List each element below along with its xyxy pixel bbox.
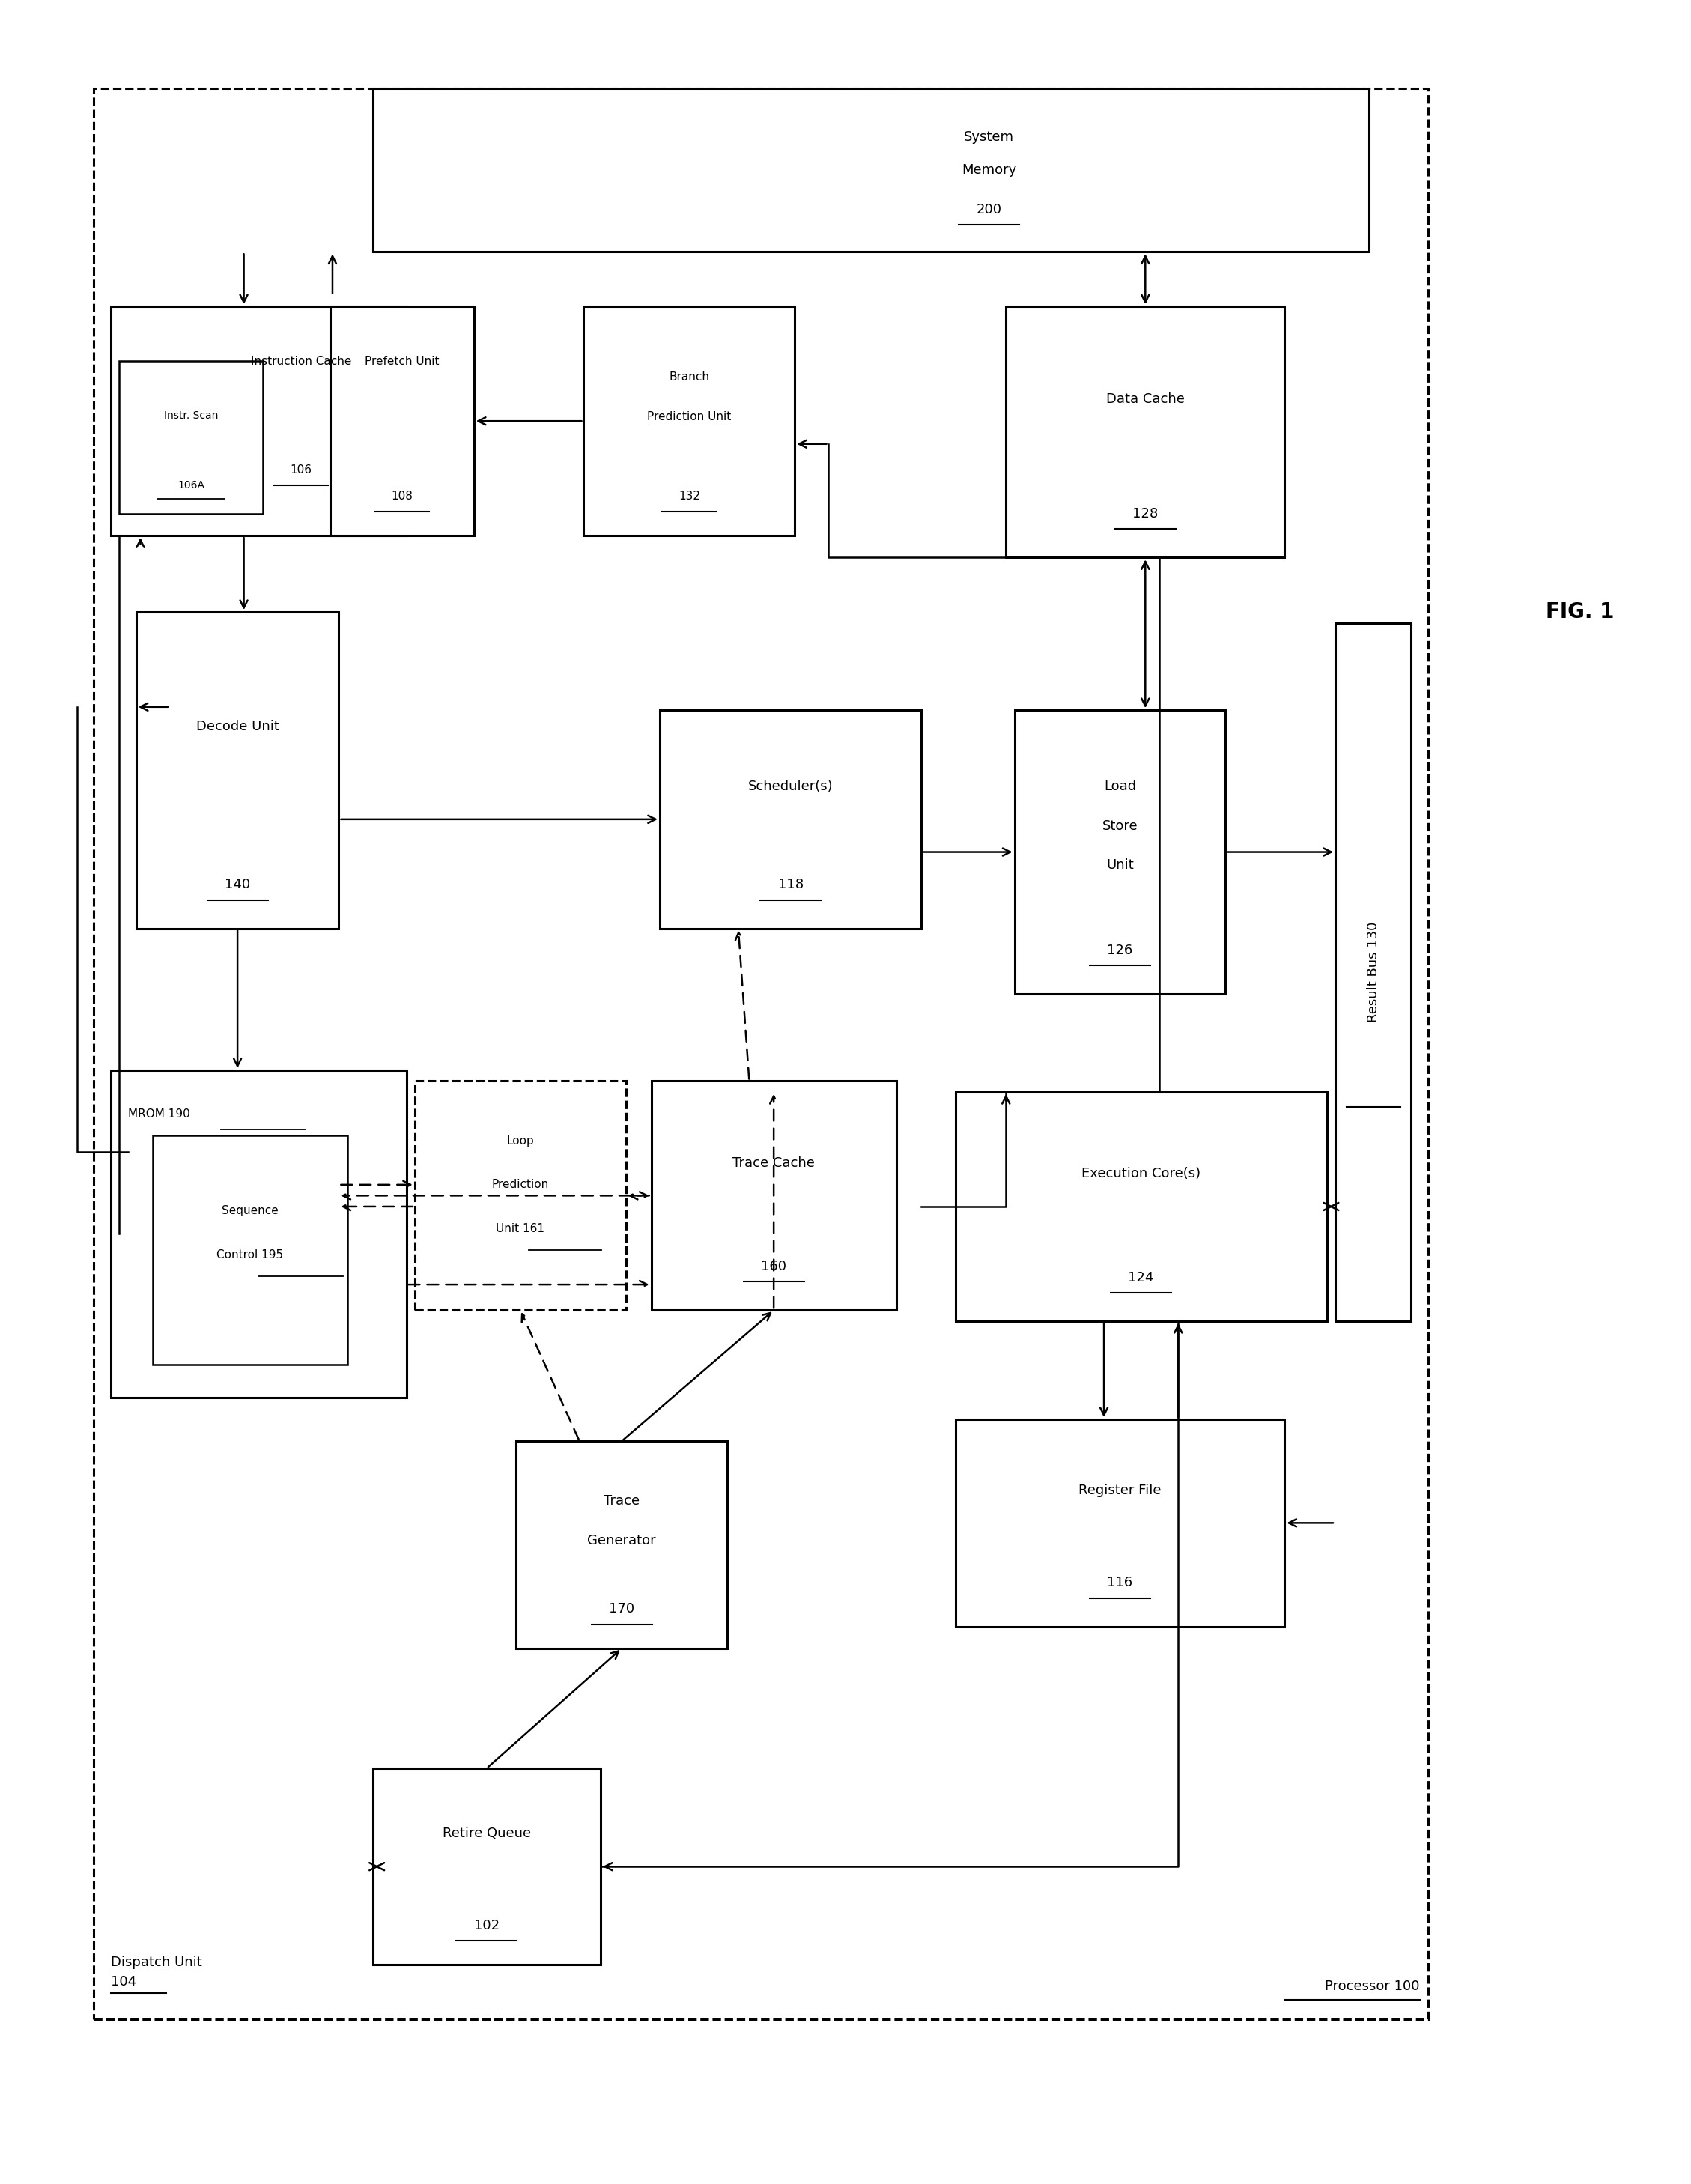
Text: 108: 108: [391, 491, 413, 502]
Text: Unit: Unit: [1106, 858, 1133, 871]
Text: Store: Store: [1103, 819, 1138, 832]
Text: Loop: Loop: [507, 1136, 534, 1147]
Bar: [414, 1081, 626, 1310]
Text: 118: 118: [778, 878, 803, 891]
Text: Branch: Branch: [670, 371, 710, 382]
Bar: [583, 306, 795, 535]
Text: Processor 100: Processor 100: [1326, 1979, 1420, 1994]
Text: Instruction Cache: Instruction Cache: [250, 356, 352, 367]
Text: MROM 190: MROM 190: [129, 1107, 189, 1120]
Text: System: System: [964, 131, 1015, 144]
Text: Trace Cache: Trace Cache: [732, 1155, 815, 1171]
Text: 106: 106: [289, 465, 311, 476]
Text: 104: 104: [112, 1974, 137, 1990]
Text: Decode Unit: Decode Unit: [196, 721, 279, 734]
Text: 116: 116: [1108, 1577, 1133, 1590]
Bar: [154, 1136, 347, 1365]
Bar: [112, 306, 406, 535]
Text: 160: 160: [761, 1260, 786, 1273]
Text: Execution Core(s): Execution Core(s): [1082, 1166, 1201, 1182]
Text: Instr. Scan: Instr. Scan: [164, 411, 218, 422]
Text: 102: 102: [473, 1920, 499, 1933]
Text: Prediction Unit: Prediction Unit: [648, 411, 731, 422]
Bar: [330, 306, 473, 535]
Text: 128: 128: [1133, 507, 1158, 520]
Bar: [112, 1070, 406, 1398]
Bar: [659, 710, 922, 928]
Bar: [95, 87, 1429, 2020]
Bar: [955, 1092, 1327, 1321]
Bar: [1006, 306, 1285, 557]
Text: 124: 124: [1128, 1271, 1153, 1284]
Text: Data Cache: Data Cache: [1106, 393, 1185, 406]
Text: Retire Queue: Retire Queue: [443, 1828, 531, 1841]
Text: 132: 132: [678, 491, 700, 502]
Text: 200: 200: [976, 203, 1001, 216]
Bar: [120, 360, 262, 513]
Text: Dispatch Unit: Dispatch Unit: [112, 1955, 201, 1970]
Text: Prefetch Unit: Prefetch Unit: [365, 356, 440, 367]
Text: 140: 140: [225, 878, 250, 891]
Text: Scheduler(s): Scheduler(s): [747, 780, 834, 793]
Text: Load: Load: [1104, 780, 1136, 793]
Text: 106A: 106A: [178, 480, 205, 491]
Text: Prediction: Prediction: [492, 1179, 550, 1190]
Bar: [516, 1441, 727, 1649]
Bar: [955, 1420, 1285, 1627]
Text: Unit 161: Unit 161: [495, 1223, 545, 1234]
Text: Memory: Memory: [962, 164, 1016, 177]
Bar: [651, 1081, 896, 1310]
Bar: [372, 1769, 600, 1966]
Bar: [1015, 710, 1226, 994]
Bar: [137, 612, 338, 928]
Text: Control 195: Control 195: [216, 1249, 284, 1260]
Text: Result Bus 130: Result Bus 130: [1366, 922, 1380, 1022]
Text: 126: 126: [1108, 943, 1133, 957]
Text: Register File: Register File: [1079, 1483, 1162, 1496]
Text: FIG. 1: FIG. 1: [1546, 601, 1615, 622]
Bar: [372, 87, 1370, 251]
Text: Generator: Generator: [587, 1533, 656, 1546]
Text: Sequence: Sequence: [222, 1206, 279, 1216]
Text: 170: 170: [609, 1603, 634, 1616]
Text: Trace: Trace: [604, 1494, 639, 1507]
Bar: [1336, 622, 1412, 1321]
